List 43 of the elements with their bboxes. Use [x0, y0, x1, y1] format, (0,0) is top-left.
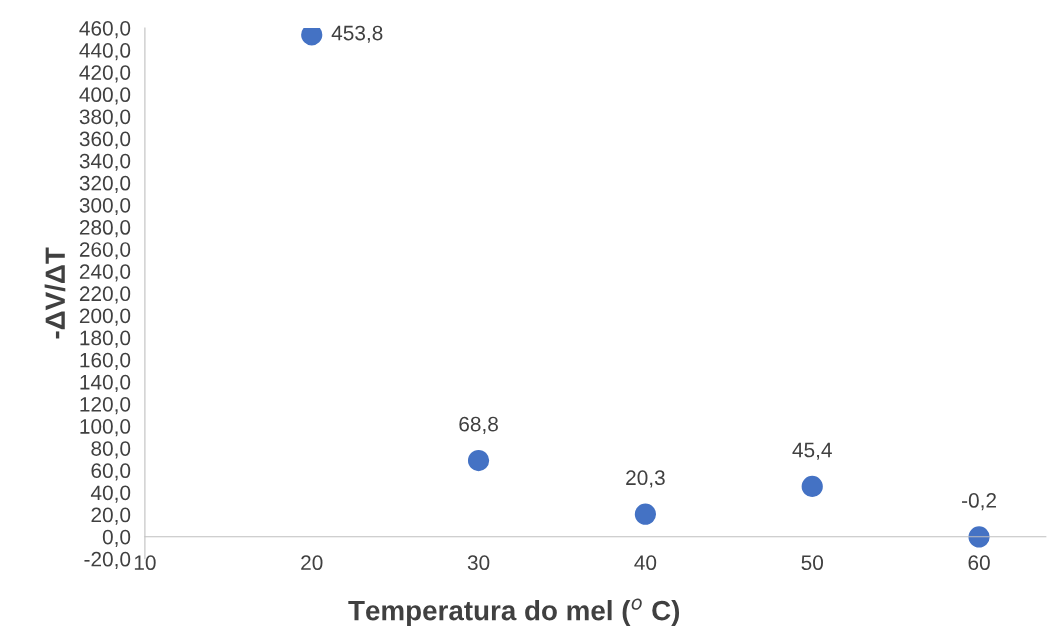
y-tick-label: 400,0	[79, 87, 131, 105]
x-tick-label: 50	[801, 555, 824, 571]
y-tick-label: 0,0	[102, 529, 131, 547]
x-tick-label: 30	[467, 555, 490, 571]
x-tick-label: 10	[134, 555, 156, 571]
y-tick-label: 140,0	[80, 374, 131, 393]
point	[968, 526, 990, 548]
x-tick-label: 60	[968, 555, 990, 571]
y-tick-label: 120,0	[80, 396, 131, 415]
y-tick-label: 100,0	[80, 419, 131, 437]
y-tick-label: -20,0	[84, 551, 131, 570]
x-tick-label: 20	[301, 555, 323, 571]
y-tick-label: 240,0	[79, 264, 131, 282]
y-axis-title: -ΔV/ΔT	[44, 247, 66, 339]
y-tick-label: 440,0	[79, 43, 131, 61]
data-label: 45,4	[792, 442, 832, 460]
x-tick-label: 40	[634, 555, 657, 571]
y-tick-label: 260,0	[79, 242, 131, 260]
data-label: -0,2	[962, 493, 996, 511]
y-tick-label: 300,0	[79, 197, 131, 216]
data-label: 453,8	[331, 25, 383, 43]
y-tick-label: 360,0	[79, 131, 131, 149]
y-tick-label: 20,0	[91, 507, 131, 525]
point	[301, 27, 323, 46]
y-tick-label: 220,0	[79, 286, 131, 304]
y-tick-label: 280,0	[79, 220, 131, 238]
y-tick-label: 200,0	[79, 308, 131, 326]
y-tick-label: 460,0	[79, 20, 131, 39]
x-axis-title: Temperatura do mel ($^{o}$ C)	[348, 598, 680, 626]
y-tick-label: 180,0	[80, 330, 131, 348]
y-tick-label: 340,0	[79, 153, 131, 171]
y-tick-label: 320,0	[79, 175, 131, 193]
y-tick-label: 40,0	[90, 485, 131, 503]
data-label: 68,8	[459, 416, 498, 434]
y-tick-label: 160,0	[80, 352, 131, 370]
point	[801, 475, 823, 498]
data-label: 20,3	[626, 470, 665, 488]
point	[467, 449, 490, 472]
y-tick-label: 420,0	[79, 65, 131, 83]
y-tick-label: 80,0	[91, 441, 131, 459]
y-tick-label: 380,0	[79, 109, 131, 127]
point	[634, 503, 657, 525]
y-tick-label: 60,0	[91, 463, 131, 481]
